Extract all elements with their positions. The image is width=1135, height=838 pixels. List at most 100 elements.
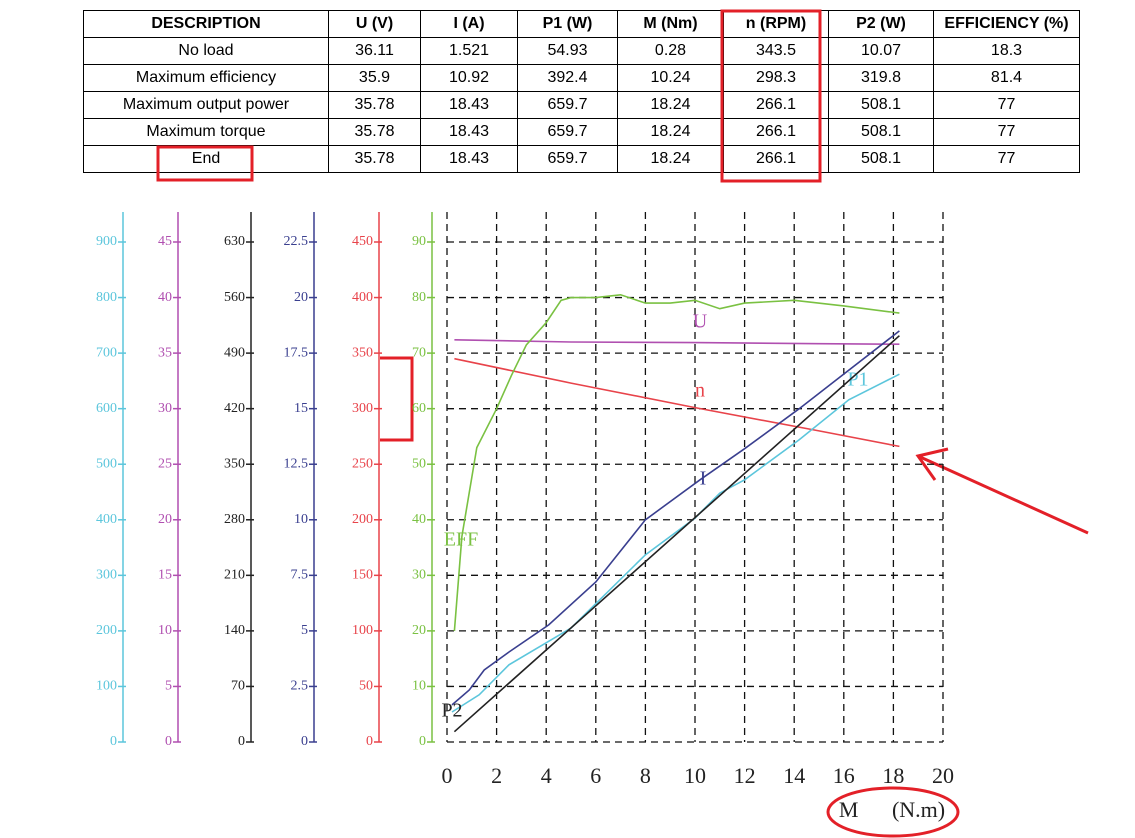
series-label: P2 (441, 700, 462, 722)
table-cell: 18.24 (617, 91, 724, 119)
table-cell: 81.4 (933, 64, 1080, 92)
table-cell: 659.7 (517, 118, 618, 146)
y-tick-label: 20 (294, 290, 308, 305)
table-cell: 18.43 (420, 118, 518, 146)
y-tick-label: 280 (224, 512, 245, 527)
table-cell: 35.9 (328, 64, 421, 92)
header-cell: DESCRIPTION (83, 10, 329, 38)
table-cell: 18.3 (933, 37, 1080, 65)
table-cell: 0.28 (617, 37, 724, 65)
y-tick-label: 350 (352, 345, 373, 360)
x-tick-label: 8 (640, 763, 651, 788)
series-label: EFF (444, 529, 478, 551)
table-cell: 10.07 (828, 37, 934, 65)
y-tick-label: 420 (224, 401, 245, 416)
y-tick-label: 15 (158, 568, 172, 583)
header-cell: I (A) (420, 10, 518, 38)
y-tick-label: 50 (412, 456, 426, 471)
x-tick-label: 0 (442, 763, 453, 788)
y-tick-label: 17.5 (284, 345, 309, 360)
y-tick-label: 10 (158, 623, 172, 638)
y-tick-label: 900 (96, 234, 117, 249)
y-tick-label: 300 (96, 568, 117, 583)
x-tick-label: 18 (882, 763, 904, 788)
y-tick-label: 0 (366, 734, 373, 749)
y-tick-label: 30 (412, 568, 426, 583)
x-tick-label: 2 (491, 763, 502, 788)
grid (446, 212, 944, 743)
y-tick-label: 45 (158, 234, 172, 249)
header-row: DESCRIPTION U (V) I (A) P1 (W) M (Nm) n (RPM)… (83, 10, 1080, 38)
y-tick-label: 90 (412, 234, 426, 249)
x-tick-label: 10 (684, 763, 706, 788)
header-cell: U (V) (328, 10, 421, 38)
highlight-bracket (380, 356, 414, 442)
y-tick-label: 5 (301, 623, 308, 638)
x-axis-label: M (N.m) (839, 797, 945, 822)
table-cell: 77 (933, 145, 1080, 173)
y-tick-label: 35 (158, 345, 172, 360)
y-tick-label: 210 (224, 568, 245, 583)
y-tick-label: 80 (412, 290, 426, 305)
highlight-ellipse (826, 786, 960, 838)
table-cell: Maximum output power (83, 91, 329, 119)
x-tick-label: 12 (734, 763, 756, 788)
table-cell: 1.521 (420, 37, 518, 65)
table-cell: 77 (933, 118, 1080, 146)
table-row: Maximum efficiency 35.9 10.92 392.4 10.24 298… (83, 64, 1080, 92)
y-tick-label: 25 (158, 456, 172, 471)
arrow (917, 454, 1089, 535)
series-label: U (693, 311, 708, 333)
y-tick-label: 70 (412, 345, 426, 360)
series-line (451, 330, 900, 706)
y-tick-label: 560 (224, 290, 245, 305)
y-tick-label: 0 (165, 734, 172, 749)
y-tick-label: 800 (96, 290, 117, 305)
y-tick-label: 300 (352, 401, 373, 416)
table-cell: 659.7 (517, 145, 618, 173)
y-tick-label: 0 (110, 734, 117, 749)
y-tick-label: 200 (352, 512, 373, 527)
series-line (453, 293, 900, 631)
table-row: Maximum torque 35.78 18.43 659.7 18.24 266.1 5… (83, 118, 1080, 146)
table-cell: 10.92 (420, 64, 518, 92)
table-cell: 35.78 (328, 118, 421, 146)
table-cell: 343.5 (723, 37, 829, 65)
x-tick-label: 6 (590, 763, 601, 788)
y-tick-label: 100 (352, 623, 373, 638)
x-tick-label: 14 (783, 763, 805, 788)
y-tick-label: 350 (224, 456, 245, 471)
x-tick-label: 20 (932, 763, 954, 788)
table-cell: 508.1 (828, 145, 934, 173)
series-line (453, 335, 900, 733)
table-cell: 18.43 (420, 145, 518, 173)
series-label: P1 (847, 369, 868, 391)
y-tick-label: 12.5 (284, 456, 309, 471)
table-cell: 18.24 (617, 118, 724, 146)
y-tick-label: 150 (352, 568, 373, 583)
y-tick-label: 50 (359, 679, 373, 694)
header-cell: P2 (W) (828, 10, 934, 38)
y-tick-label: 400 (352, 290, 373, 305)
header-cell: P1 (W) (517, 10, 618, 38)
header-cell: n (RPM) (723, 10, 829, 38)
y-tick-label: 15 (294, 401, 308, 416)
series-label: n (695, 380, 705, 402)
y-tick-label: 200 (96, 623, 117, 638)
y-tick-label: 40 (412, 512, 426, 527)
y-tick-label: 2.5 (291, 679, 309, 694)
y-tick-label: 490 (224, 345, 245, 360)
table-cell: 508.1 (828, 91, 934, 119)
table-cell: 36.11 (328, 37, 421, 65)
y-tick-label: 40 (158, 290, 172, 305)
y-tick-label: 60 (412, 401, 426, 416)
table-cell: 18.24 (617, 145, 724, 173)
y-tick-label: 22.5 (284, 234, 309, 249)
y-tick-label: 700 (96, 345, 117, 360)
table-cell: No load (83, 37, 329, 65)
table-cell: 77 (933, 91, 1080, 119)
table-cell: End (83, 145, 329, 173)
table-cell: 54.93 (517, 37, 618, 65)
table-cell: Maximum efficiency (83, 64, 329, 92)
y-tick-label: 20 (412, 623, 426, 638)
